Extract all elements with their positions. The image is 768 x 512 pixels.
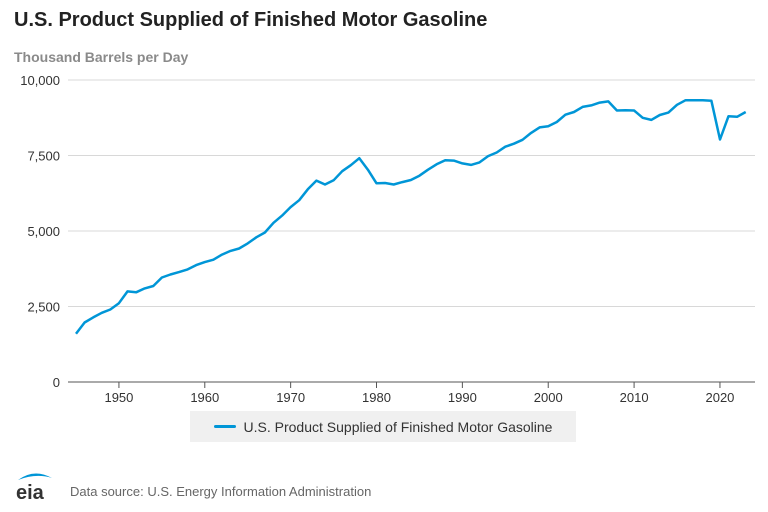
series-line bbox=[75, 98, 747, 335]
x-tick-label: 2020 bbox=[705, 390, 734, 405]
legend-item[interactable]: U.S. Product Supplied of Finished Motor … bbox=[190, 411, 576, 442]
x-tick-label: 1990 bbox=[448, 390, 477, 405]
svg-text:eia: eia bbox=[16, 482, 45, 502]
x-tick-label: 1960 bbox=[190, 390, 219, 405]
x-tick-label: 2000 bbox=[534, 390, 563, 405]
x-tick-label: 2010 bbox=[620, 390, 649, 405]
y-tick-label: 7,500 bbox=[27, 149, 60, 164]
y-tick-label: 5,000 bbox=[27, 224, 60, 239]
legend-swatch bbox=[213, 425, 236, 428]
x-tick-label: 1970 bbox=[276, 390, 305, 405]
eia-logo: eia bbox=[16, 473, 52, 502]
y-tick-label: 10,000 bbox=[20, 73, 60, 88]
legend-label: U.S. Product Supplied of Finished Motor … bbox=[243, 418, 553, 435]
y-axis-label: Thousand Barrels per Day bbox=[14, 49, 189, 65]
data-source: Data source: U.S. Energy Information Adm… bbox=[70, 484, 372, 499]
x-tick-label: 1980 bbox=[362, 390, 391, 405]
y-tick-label: 2,500 bbox=[27, 300, 60, 315]
x-tick-label: 1950 bbox=[104, 390, 133, 405]
chart-title: U.S. Product Supplied of Finished Motor … bbox=[14, 9, 488, 31]
y-tick-label: 0 bbox=[53, 375, 60, 390]
